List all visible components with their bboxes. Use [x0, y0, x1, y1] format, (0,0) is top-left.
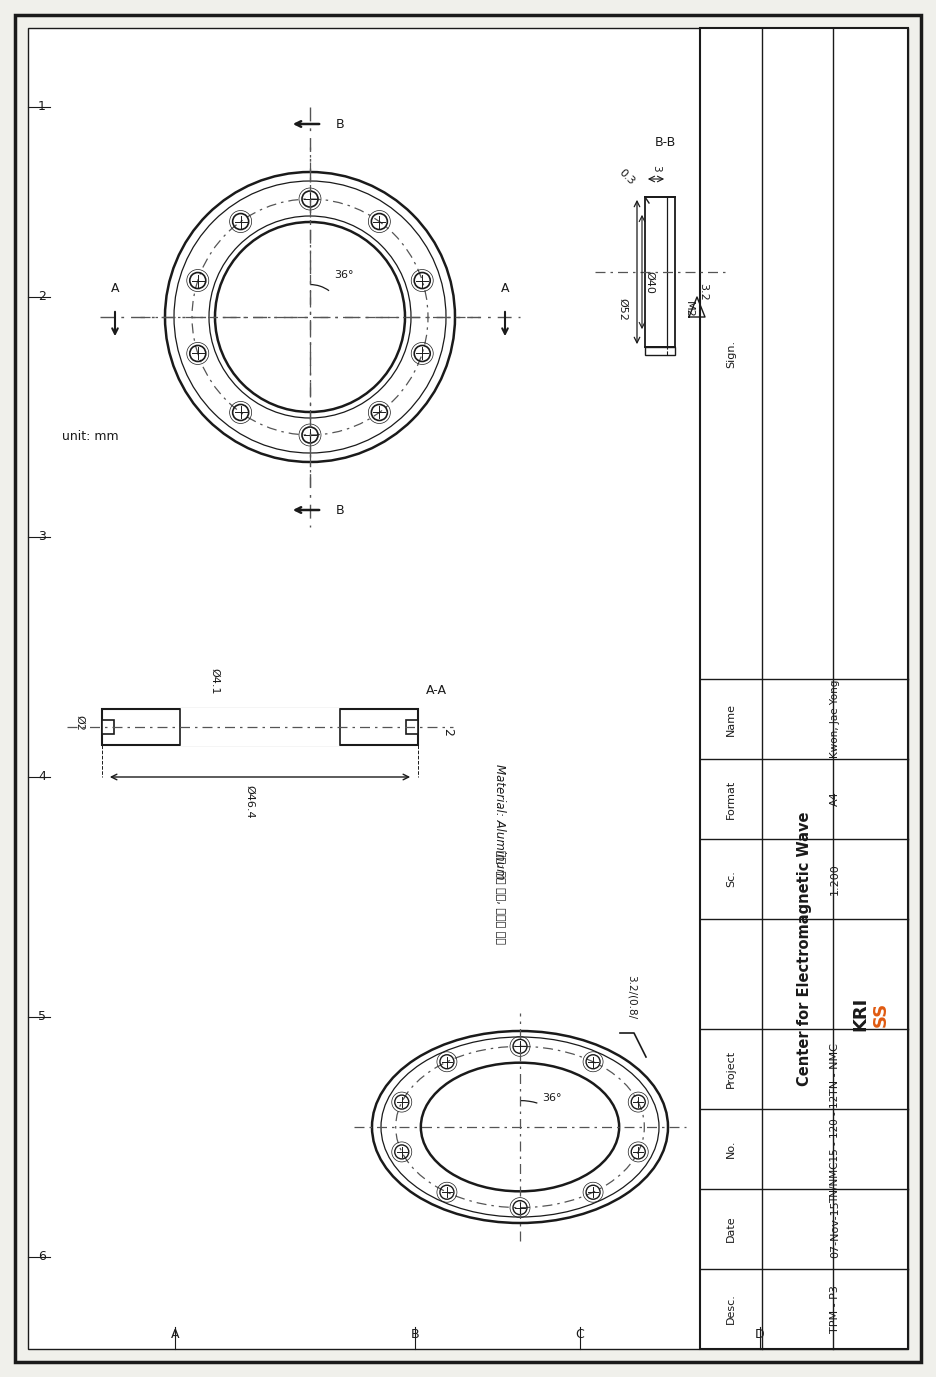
Text: 3.2: 3.2 — [698, 284, 708, 302]
Text: Sc.: Sc. — [726, 870, 736, 887]
Text: Project: Project — [726, 1049, 736, 1088]
Text: TN/NMC15 - 120 - 12: TN/NMC15 - 120 - 12 — [830, 1095, 840, 1203]
Text: Sign.: Sign. — [726, 340, 736, 368]
Text: A4: A4 — [830, 792, 840, 807]
Bar — [180, 708, 340, 746]
Text: Ø4.1: Ø4.1 — [210, 668, 220, 694]
Bar — [700, 28, 908, 1349]
Text: 2: 2 — [442, 728, 455, 735]
Text: unit: mm: unit: mm — [62, 431, 118, 443]
Text: M2: M2 — [684, 300, 694, 317]
Bar — [102, 709, 418, 745]
Text: Date: Date — [726, 1216, 736, 1242]
Text: 5: 5 — [38, 1011, 46, 1023]
Text: C: C — [576, 1329, 584, 1341]
Text: TPM - P3: TPM - P3 — [830, 1285, 840, 1333]
Text: No.: No. — [726, 1140, 736, 1158]
Text: 07-Nov-15: 07-Nov-15 — [830, 1201, 840, 1257]
Text: Kwon, Jae Yong: Kwon, Jae Yong — [830, 680, 840, 759]
Text: B-B: B-B — [654, 135, 676, 149]
Text: 36°: 36° — [542, 1093, 562, 1103]
Text: 3.2/(0.8/: 3.2/(0.8/ — [627, 975, 637, 1019]
Bar — [700, 28, 908, 1349]
Text: 처리: 중면 가공, 모따기 제거: 처리: 중면 가공, 모따기 제거 — [495, 850, 505, 945]
Text: 3: 3 — [651, 165, 661, 172]
Text: Desc.: Desc. — [726, 1293, 736, 1325]
Bar — [406, 720, 418, 734]
Text: B: B — [336, 117, 344, 131]
Text: KRI: KRI — [852, 997, 870, 1031]
Text: A: A — [170, 1329, 180, 1341]
Text: 3: 3 — [38, 530, 46, 544]
Text: 0.3: 0.3 — [617, 167, 636, 187]
Text: 4: 4 — [38, 771, 46, 784]
Text: TN - NMC: TN - NMC — [830, 1042, 840, 1095]
Text: A: A — [501, 282, 509, 295]
Text: Format: Format — [726, 779, 736, 818]
Text: SS: SS — [871, 1001, 889, 1027]
Text: Material: Aluminum: Material: Aluminum — [493, 764, 506, 880]
Text: B: B — [336, 504, 344, 516]
Text: 1: 1 — [38, 101, 46, 113]
Text: D: D — [755, 1329, 765, 1341]
Text: A: A — [110, 282, 119, 295]
Text: Ø52: Ø52 — [618, 297, 628, 321]
Text: Ø46.4: Ø46.4 — [245, 785, 255, 818]
Bar — [102, 720, 114, 734]
Text: Center for Electromagnetic Wave: Center for Electromagnetic Wave — [797, 812, 812, 1086]
Text: A-A: A-A — [426, 684, 446, 698]
Bar — [645, 197, 675, 347]
Text: 36°: 36° — [334, 270, 354, 280]
Text: 1.200: 1.200 — [830, 863, 840, 895]
Text: Name: Name — [726, 702, 736, 735]
Text: 6: 6 — [38, 1250, 46, 1264]
Text: 2: 2 — [38, 291, 46, 303]
Bar — [645, 347, 675, 355]
Text: Ø40: Ø40 — [645, 270, 655, 293]
Text: B: B — [411, 1329, 419, 1341]
Text: Ø2: Ø2 — [75, 715, 85, 731]
